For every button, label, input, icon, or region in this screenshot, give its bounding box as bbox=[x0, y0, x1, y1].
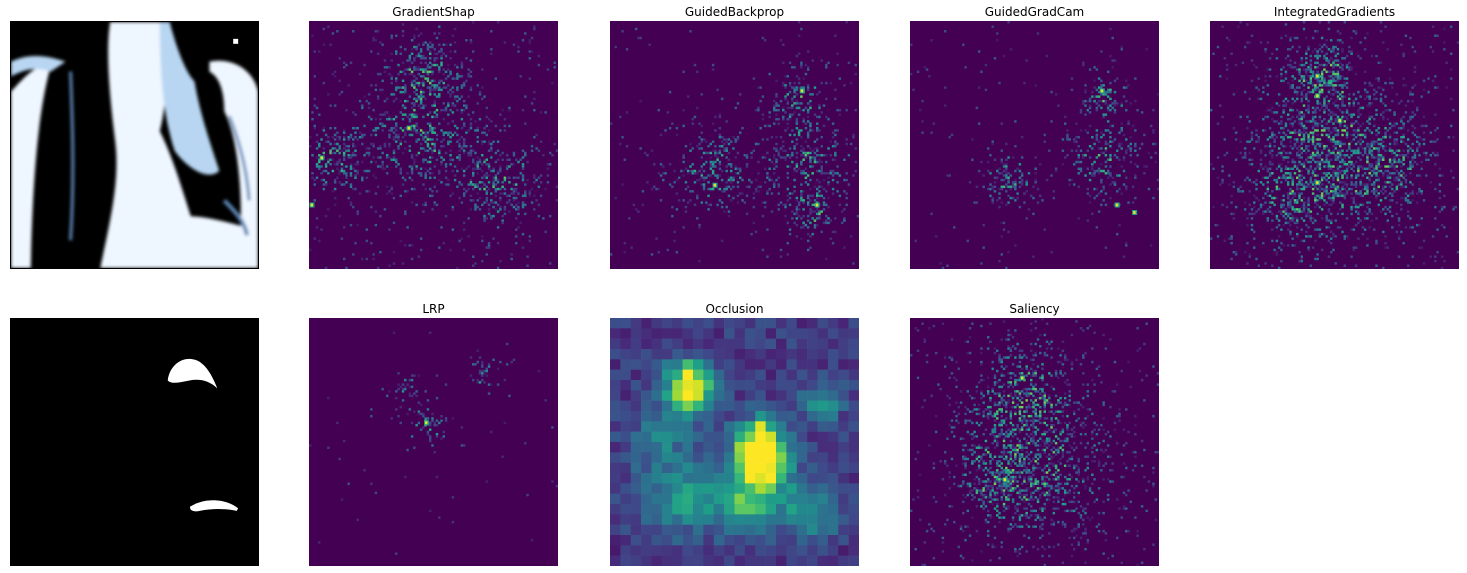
occlusion-panel bbox=[610, 318, 859, 566]
gradientshap-panel bbox=[309, 21, 558, 269]
heatmap-background bbox=[910, 21, 1159, 269]
xray-image bbox=[11, 22, 258, 268]
heatmap-background bbox=[309, 318, 558, 566]
mask-region-lower bbox=[190, 500, 239, 512]
saliency-title: Saliency bbox=[1009, 302, 1060, 316]
guidedgradcam-title: GuidedGradCam bbox=[984, 5, 1085, 19]
heatmap-background bbox=[610, 21, 859, 269]
integratedgradients-title: IntegratedGradients bbox=[1273, 5, 1396, 19]
mask-background bbox=[11, 319, 258, 565]
occlusion-title: Occlusion bbox=[705, 302, 764, 316]
lrp-panel bbox=[309, 318, 558, 566]
mask-region-upper bbox=[167, 358, 218, 389]
guidedgradcam-panel bbox=[910, 21, 1159, 269]
occlusion-cells bbox=[610, 318, 859, 566]
xray-tissue bbox=[11, 22, 258, 268]
gradientshap-title: GradientShap bbox=[392, 5, 475, 19]
saliency-panel bbox=[910, 318, 1159, 566]
heatmap-cells bbox=[610, 21, 859, 265]
xray-marker bbox=[233, 38, 239, 44]
heatmap-cells bbox=[910, 21, 1159, 269]
gradientshap-image bbox=[309, 21, 558, 269]
heatmap-cells bbox=[309, 21, 558, 269]
occlusion-image bbox=[610, 318, 859, 566]
lrp-image bbox=[309, 318, 558, 566]
guidedbackprop-image bbox=[610, 21, 859, 269]
mask-panel bbox=[10, 318, 259, 566]
guidedbackprop-title: GuidedBackprop bbox=[684, 5, 785, 19]
mask-image bbox=[11, 319, 258, 565]
guidedgradcam-image bbox=[910, 21, 1159, 269]
integratedgradients-image bbox=[1210, 21, 1459, 269]
heatmap-cells bbox=[910, 318, 1159, 566]
guidedbackprop-panel bbox=[610, 21, 859, 269]
saliency-image bbox=[910, 318, 1159, 566]
heatmap-cells bbox=[1210, 21, 1459, 269]
xray-panel bbox=[10, 21, 259, 269]
heatmap-cells bbox=[309, 331, 558, 555]
lrp-title: LRP bbox=[422, 302, 445, 316]
integratedgradients-panel bbox=[1210, 21, 1459, 269]
